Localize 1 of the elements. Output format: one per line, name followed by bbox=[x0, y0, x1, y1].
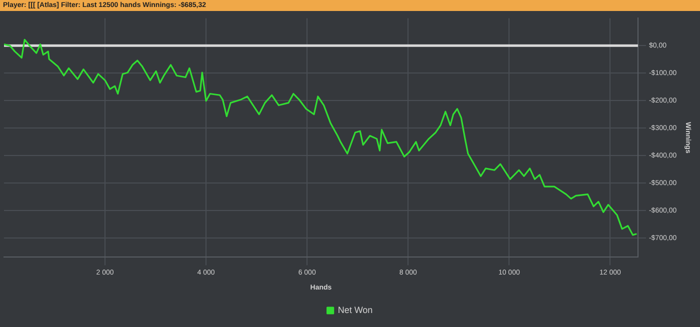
legend-label: Net Won bbox=[338, 304, 373, 315]
